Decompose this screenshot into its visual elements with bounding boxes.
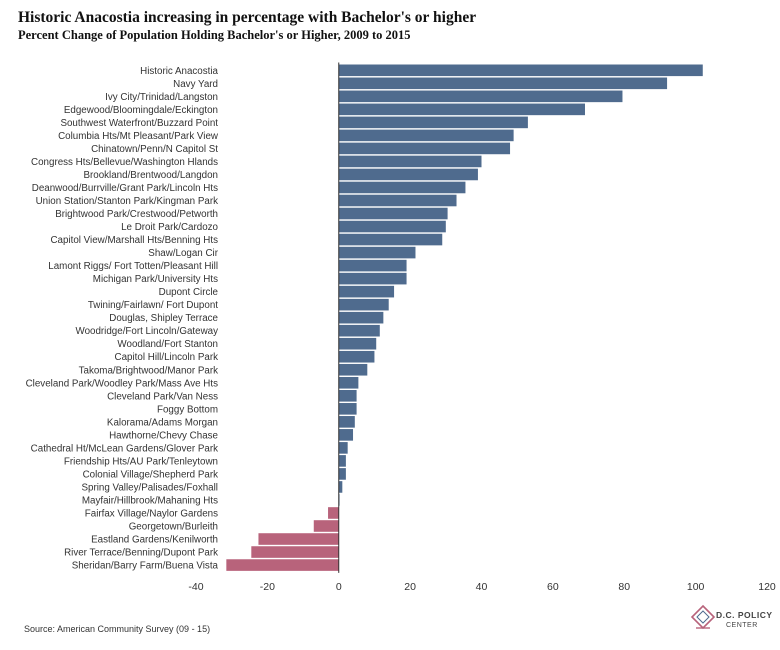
x-tick-label: 100 [687,581,705,593]
bar [338,129,514,142]
category-label: Mayfair/Hillbrook/Mahaning Hts [82,495,218,506]
category-label: Takoma/Brightwood/Manor Park [79,365,218,376]
bar [338,259,407,272]
category-label: Spring Valley/Palisades/Foxhall [81,482,218,493]
bar [338,142,511,155]
bar [258,533,339,545]
bar [338,246,416,259]
category-label: Dupont Circle [159,287,219,298]
category-label: Southwest Waterfront/Buzzard Point [60,118,218,129]
category-label: Woodridge/Fort Lincoln/Gateway [76,326,219,337]
logo-text-secondary: CENTER [726,622,758,629]
bar [338,90,623,103]
category-label: Michigan Park/University Hts [93,274,218,285]
category-label: Colonial Village/Shepherd Park [83,469,219,480]
bar [338,376,359,389]
category-label: Historic Anacostia [140,66,218,77]
x-tick-label: 60 [547,581,559,593]
category-label: Kalorama/Adams Morgan [107,417,218,428]
category-label: Cleveland Park/Woodley Park/Mass Ave Hts [26,378,218,389]
category-label: Fairfax Village/Naylor Gardens [85,508,218,519]
bar-chart: Historic Anacostia Navy Yard Ivy City/Trin… [26,62,776,593]
category-label: Eastland Gardens/Kenilworth [91,535,218,546]
bar [251,546,339,558]
bar [338,311,384,324]
category-label: Edgewood/Bloomingdale/Eckington [64,105,218,116]
category-label: Douglas, Shipley Terrace [109,313,218,324]
category-label: Cleveland Park/Van Ness [107,391,218,402]
bar [338,103,585,116]
bar [338,285,395,298]
x-tick-label: -20 [260,581,275,593]
chart-title: Historic Anacostia increasing in percent… [18,9,477,26]
category-label: Hawthorne/Chevy Chase [109,430,218,441]
bar [338,168,478,181]
category-label: Brightwood Park/Crestwood/Petworth [55,209,218,220]
category-label: Capitol Hill/Lincoln Park [115,352,219,363]
category-label: Twining/Fairlawn/ Fort Dupont [88,300,218,311]
category-label: Columbia Hts/Mt Pleasant/Park View [58,131,219,142]
chart-subtitle: Percent Change of Population Holding Bac… [18,28,411,42]
x-tick-label: 20 [404,581,416,593]
bar [338,403,357,415]
category-label: Chinatown/Penn/N Capitol St [91,144,218,155]
category-label: Navy Yard [173,79,218,90]
x-tick-label: 80 [618,581,630,593]
x-tick-label: -40 [188,581,203,593]
bar [338,363,368,376]
category-label: Union Station/Stanton Park/Kingman Park [36,196,219,207]
category-label: Ivy City/Trinidad/Langston [105,92,218,103]
bar [338,220,446,233]
x-tick-label: 0 [336,581,342,593]
category-label: River Terrace/Benning/Dupont Park [64,548,218,559]
logo-text-primary: D.C. POLICY [716,610,773,620]
dc-map-icon [690,604,716,630]
x-tick-label: 40 [476,581,488,593]
bar [338,468,346,480]
category-label: Friendship Hts/AU Park/Tenleytown [64,456,218,467]
bar [338,64,703,77]
bar [328,507,339,519]
bar [338,390,357,402]
category-label: Le Droit Park/Cardozo [121,222,218,233]
bar [338,429,354,441]
x-tick-label: 120 [758,581,776,593]
bar [338,272,407,285]
category-label: Deanwood/Burrville/Grant Park/Lincoln Ht… [32,183,218,194]
source-note: Source: American Community Survey (09 - … [24,624,211,634]
bar [338,155,482,168]
bar [338,455,346,467]
bar [338,181,466,194]
bar [338,194,457,207]
category-label: Foggy Bottom [157,404,218,415]
bar [338,442,348,454]
bar [338,207,448,220]
category-label: Capitol View/Marshall Hts/Benning Hts [50,235,218,246]
category-label: Shaw/Logan Cir [148,248,218,259]
category-label: Congress Hts/Bellevue/Washington Hlands [31,157,218,168]
bar [338,416,355,428]
bar [313,520,339,532]
bar [338,233,443,246]
bar [338,77,668,90]
bar [338,481,343,493]
category-label: Sheridan/Barry Farm/Buena Vista [72,561,219,572]
dc-policy-center-logo: D.C. POLICY CENTER [690,604,780,644]
bar [338,116,528,129]
category-label: Cathedral Ht/McLean Gardens/Glover Park [31,443,218,454]
bar [338,350,375,363]
category-label: Woodland/Fort Stanton [117,339,218,350]
category-label: Brookland/Brentwood/Langdon [83,170,218,181]
category-label: Lamont Riggs/ Fort Totten/Pleasant Hill [48,261,218,272]
bar [226,559,339,571]
category-label: Georgetown/Burleith [129,522,218,533]
bar [338,298,389,311]
bar [338,324,380,337]
bar [338,337,377,350]
